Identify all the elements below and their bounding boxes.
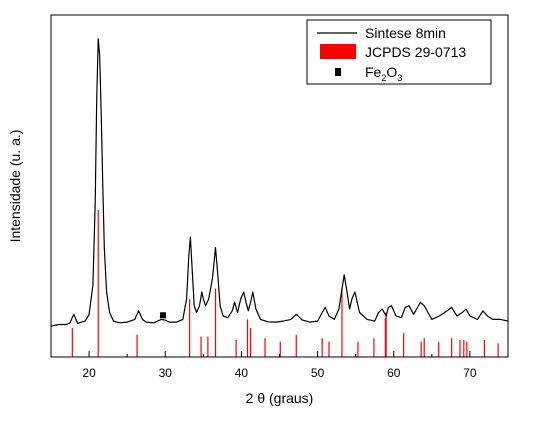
y-axis-title: Intensidade (u. a.) bbox=[7, 130, 23, 243]
x-axis-title: 2 θ (graus) bbox=[246, 390, 314, 406]
fe2o3-marker bbox=[159, 312, 166, 319]
x-tick-label: 70 bbox=[463, 366, 477, 380]
x-tick-label: 20 bbox=[82, 366, 96, 380]
pattern-line bbox=[50, 38, 509, 327]
legend-label-pattern: Sintese 8min bbox=[365, 25, 446, 41]
x-axis-ticks-group: 20 30 40 50 60 70 bbox=[50, 351, 509, 380]
x-tick-label: 30 bbox=[159, 366, 173, 380]
x-tick-label: 60 bbox=[387, 366, 401, 380]
legend-fe-text: Fe bbox=[365, 64, 382, 80]
reference-sticks-group bbox=[71, 209, 499, 357]
legend-sub-2: 2 bbox=[381, 73, 386, 83]
legend-sub-3: 3 bbox=[397, 73, 402, 83]
x-tick-label: 40 bbox=[235, 366, 249, 380]
legend-red-swatch bbox=[320, 44, 356, 59]
pattern-line-group bbox=[50, 38, 509, 327]
legend-label-fe2o3: Fe2O3 bbox=[365, 64, 402, 83]
legend-marker-swatch bbox=[335, 68, 341, 76]
legend-o-text: O bbox=[386, 64, 397, 80]
fe2o3-markers-group bbox=[159, 312, 166, 319]
legend-label-reference: JCPDS 29-0713 bbox=[365, 44, 466, 60]
x-tick-label: 50 bbox=[311, 366, 325, 380]
legend: Sintese 8min JCPDS 29-0713 Fe2O3 bbox=[306, 19, 492, 85]
